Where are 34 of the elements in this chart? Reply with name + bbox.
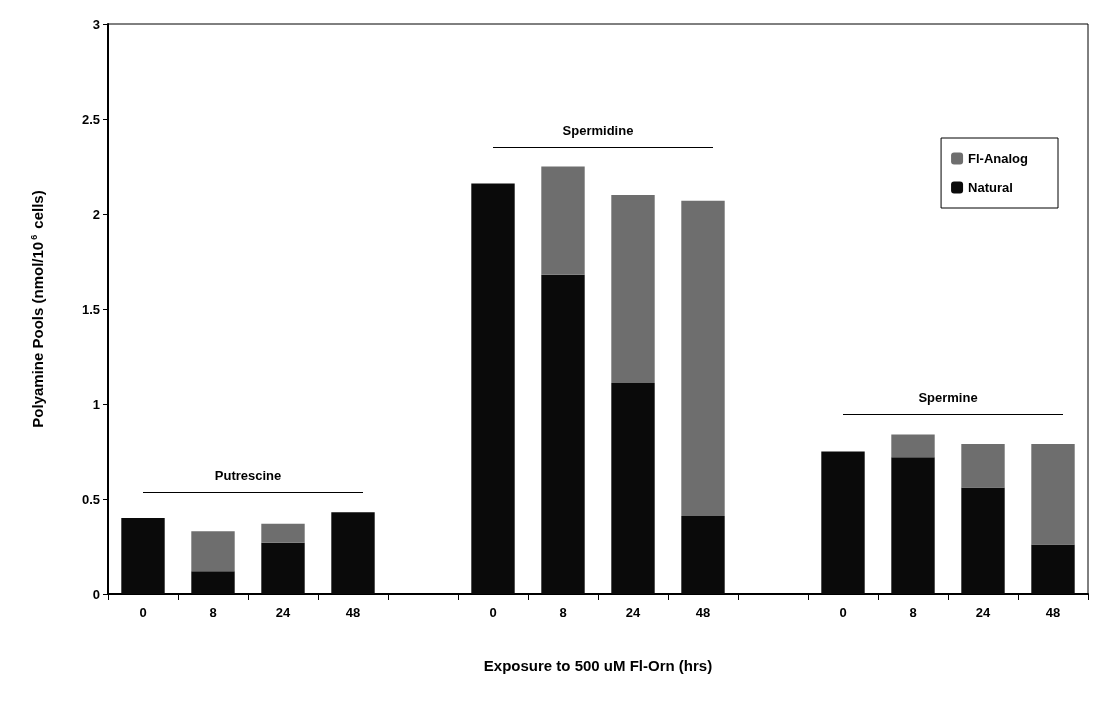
x-tick-label: 24 (275, 605, 291, 620)
annotation: Spermidine (562, 122, 634, 138)
x-axis-title: Exposure to 500 uM Fl-Orn (hrs) (483, 657, 713, 674)
x-tick-label: 8 (209, 605, 217, 620)
y-tick-label: 1.5 (81, 301, 100, 317)
legend-label: Fl-Analog (968, 151, 1029, 166)
y-axis-title: Polyamine Pools (nmol/106 cells) (28, 190, 46, 428)
x-tick-label: 24 (975, 605, 991, 620)
x-tick-label: 48 (1045, 605, 1061, 620)
bar (541, 166, 585, 275)
x-tick-label: 8 (909, 605, 917, 620)
bar (611, 195, 655, 384)
bar (1031, 443, 1075, 545)
x-tick-label: 48 (345, 605, 361, 620)
bar (891, 434, 935, 458)
y-tick-label: 0.5 (81, 491, 100, 507)
x-tick-label: 8 (559, 605, 567, 620)
y-tick-label: 3 (92, 16, 100, 32)
y-tick-label: 2.5 (81, 111, 100, 127)
y-tick-label: 1 (92, 396, 100, 412)
x-tick-label: 0 (489, 605, 497, 620)
annotation: Spermine (918, 390, 978, 406)
y-tick-label: 2 (92, 206, 100, 222)
bar (261, 523, 305, 543)
legend-label: Natural (968, 180, 1013, 195)
bar (681, 200, 725, 517)
bar (961, 443, 1005, 488)
x-tick-label: 24 (625, 605, 641, 620)
bar (191, 531, 235, 572)
x-tick-label: 0 (139, 605, 147, 620)
x-tick-label: 0 (839, 605, 847, 620)
x-tick-label: 48 (695, 605, 711, 620)
y-tick-label: 0 (92, 586, 100, 602)
annotation: Putrescine (214, 468, 282, 484)
